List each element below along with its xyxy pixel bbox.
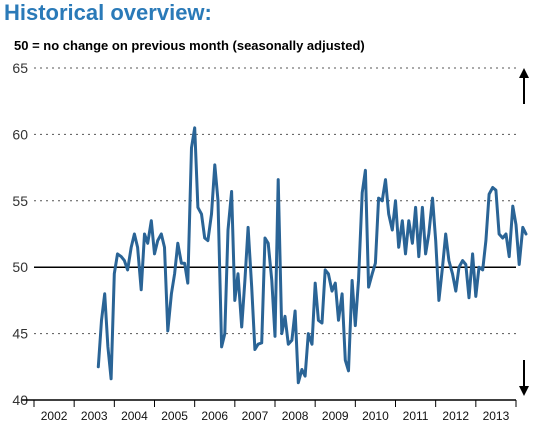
chart-title: Historical overview: [4,0,212,25]
x-tick-label: 2008 [282,409,309,423]
series-group [96,126,528,385]
x-tick-label: 2011 [403,409,429,423]
x-tick-label: 2004 [121,409,148,423]
down-arrow-head-icon [519,386,529,396]
y-axis-ticks: 40 45 50 55 60 65 [12,60,28,408]
y-tick-label: 65 [12,60,28,76]
scale-arrows [519,68,529,396]
x-tick-label: 2007 [242,409,269,423]
x-tick-label: 2009 [322,409,349,423]
up-arrow-head-icon [519,68,529,78]
y-tick-label: 40 [12,392,28,408]
x-tick-label: 2005 [161,409,188,423]
x-tick-label: 2010 [362,409,389,423]
x-tick-label: 2013 [483,409,510,423]
series-line [96,126,528,385]
y-tick-label: 60 [12,126,28,142]
x-tick-label: 2003 [81,409,108,423]
x-tick-label: 2012 [442,409,469,423]
y-tick-label: 50 [12,259,28,275]
y-tick-label: 55 [12,193,28,209]
x-tick-label: 2002 [41,409,68,423]
x-axis: 2002 2003 2004 2005 2006 2007 2008 2009 2010 2011… [22,399,517,423]
x-tick-label: 2006 [201,409,228,423]
y-tick-label: 45 [12,326,28,342]
chart-subtitle: 50 = no change on previous month (season… [14,38,365,53]
